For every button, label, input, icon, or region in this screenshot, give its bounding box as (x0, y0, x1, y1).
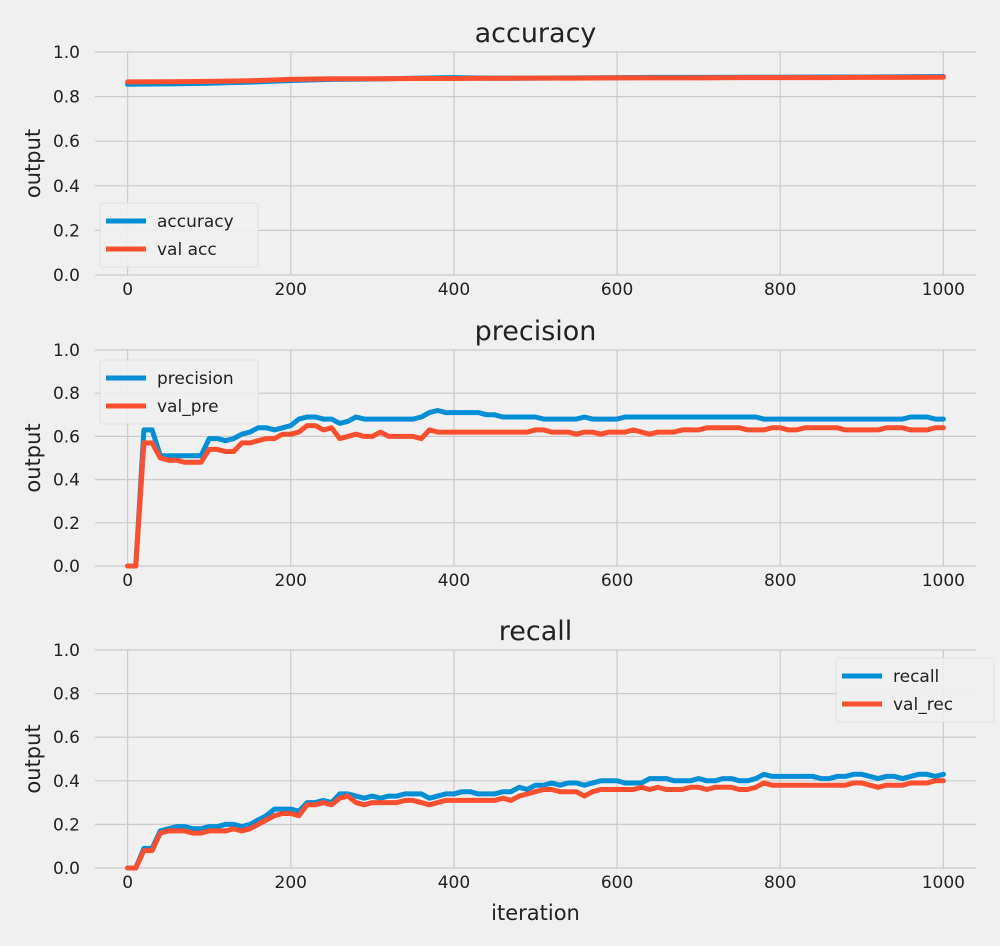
y-tick-label: 1.0 (53, 43, 80, 63)
x-tick-label: 200 (275, 571, 307, 591)
chart-title: recall (499, 616, 573, 647)
x-tick-label: 0 (122, 873, 133, 893)
x-tick-label: 0 (122, 571, 133, 591)
y-axis-label: output (21, 724, 45, 793)
y-tick-label: 0.4 (53, 772, 80, 792)
x-tick-label: 1000 (922, 571, 965, 591)
x-axis-label: iteration (491, 901, 580, 925)
y-tick-label: 0.8 (53, 685, 80, 705)
legend: precision val_pre (99, 359, 259, 425)
legend-label: val_pre (157, 397, 219, 417)
y-tick-label: 0.0 (53, 859, 80, 879)
y-tick-label: 0.4 (53, 177, 80, 197)
chart-recall: 0 200 400 600 800 1000 0.0 0.2 0.4 0.6 0.8 1.0 recal… (21, 616, 995, 925)
x-tick-label: 600 (601, 280, 633, 300)
x-tick-label: 1000 (922, 873, 965, 893)
x-tick-label: 400 (438, 873, 470, 893)
y-tick-label: 0.6 (53, 132, 80, 152)
y-tick-label: 0.8 (53, 88, 80, 108)
y-tick-label: 0.0 (53, 557, 80, 577)
x-tick-label: 800 (764, 280, 796, 300)
y-tick-label: 1.0 (53, 641, 80, 661)
legend: accuracy val acc (99, 202, 259, 268)
y-tick-label: 0.6 (53, 728, 80, 748)
x-tick-label: 400 (438, 571, 470, 591)
x-tick-label: 1000 (922, 280, 965, 300)
x-tick-label: 400 (438, 280, 470, 300)
y-axis-label: output (21, 423, 45, 492)
x-tick-label: 600 (601, 571, 633, 591)
y-tick-label: 1.0 (53, 341, 80, 361)
x-tick-label: 200 (275, 873, 307, 893)
x-tick-label: 0 (122, 280, 133, 300)
y-tick-label: 0.2 (53, 221, 80, 241)
series-line-precision (125, 408, 946, 569)
x-tick-label: 800 (764, 873, 796, 893)
x-tick-label: 600 (601, 873, 633, 893)
y-tick-label: 0.4 (53, 471, 80, 491)
legend: recall val_rec (835, 657, 995, 723)
chart-title: precision (475, 316, 597, 347)
legend-label: recall (893, 667, 939, 687)
chart-accuracy: 0 200 400 600 800 1000 0.0 0.2 0.4 0.6 0.8 1.0 accur… (21, 18, 976, 300)
series-line-recall (125, 771, 946, 871)
y-tick-label: 0.0 (53, 266, 80, 286)
y-tick-label: 0.6 (53, 427, 80, 447)
legend-label: precision (157, 369, 234, 389)
y-tick-label: 0.2 (53, 514, 80, 534)
series-line-val acc (125, 74, 946, 85)
series-line-val_rec (125, 778, 946, 871)
chart-precision: 0 200 400 600 800 1000 0.0 0.2 0.4 0.6 0.8 1.0 preci… (21, 316, 976, 591)
y-tick-label: 0.8 (53, 384, 80, 404)
x-tick-label: 800 (764, 571, 796, 591)
legend-label: val_rec (893, 695, 953, 715)
legend-label: accuracy (157, 212, 234, 232)
series-line-val_pre (125, 423, 946, 569)
x-tick-label: 200 (275, 280, 307, 300)
chart-title: accuracy (475, 18, 597, 49)
y-tick-label: 0.2 (53, 815, 80, 835)
legend-label: val acc (157, 240, 217, 260)
y-axis-label: output (21, 129, 45, 198)
